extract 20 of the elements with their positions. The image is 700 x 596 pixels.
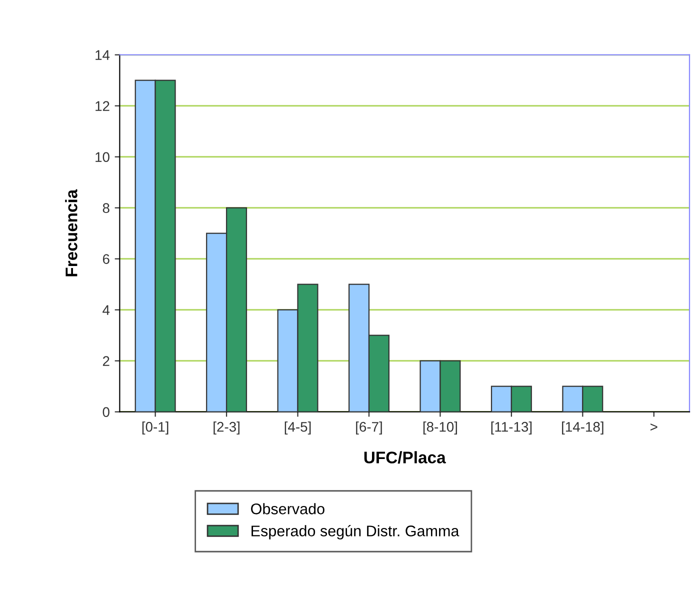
y-tick-label: 6 xyxy=(102,254,110,264)
x-tick-label: > xyxy=(650,424,658,431)
y-tick-label: 14 xyxy=(96,50,110,60)
x-tick-label: [4-5] xyxy=(284,422,311,435)
x-tick-label: [14-18] xyxy=(562,422,604,435)
x-tick-label: [2-3] xyxy=(214,422,240,435)
y-tick-label: 2 xyxy=(102,356,110,366)
x-tick-label: [11-13] xyxy=(491,422,532,435)
x-tick-label: [6-7] xyxy=(356,422,382,435)
y-tick-label: 12 xyxy=(96,101,110,111)
x-tick-label: [0-1] xyxy=(142,422,168,435)
legend-label: Observado xyxy=(251,503,324,514)
x-tick-label: [8-10] xyxy=(423,422,457,435)
y-tick-label: 0 xyxy=(102,407,110,418)
legend-label: Esperado según Distr. Gamma xyxy=(252,524,460,540)
y-tick-label: 8 xyxy=(102,203,110,214)
x-axis-title: UFC/Placa xyxy=(364,451,446,464)
y-tick-label: 10 xyxy=(96,152,110,162)
y-axis-title: Frecuencia xyxy=(65,189,78,276)
y-tick-label: 4 xyxy=(102,305,110,315)
